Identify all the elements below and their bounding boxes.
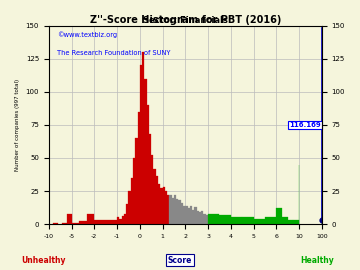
Bar bbox=[131, 178, 133, 224]
Bar bbox=[169, 195, 172, 224]
Bar bbox=[201, 211, 203, 224]
Bar bbox=[67, 214, 72, 224]
Bar bbox=[288, 220, 293, 224]
Bar bbox=[153, 168, 156, 224]
Text: Sector: Financials: Sector: Financials bbox=[143, 16, 228, 25]
Bar bbox=[188, 208, 190, 224]
Bar bbox=[142, 52, 144, 224]
Bar bbox=[167, 195, 169, 224]
Bar bbox=[282, 217, 288, 224]
Bar bbox=[138, 112, 140, 224]
Bar bbox=[133, 158, 135, 224]
Bar bbox=[194, 207, 197, 224]
Bar bbox=[197, 211, 199, 224]
Bar bbox=[117, 217, 119, 224]
Bar bbox=[183, 205, 185, 224]
Bar bbox=[276, 208, 282, 224]
Bar bbox=[122, 216, 124, 224]
Bar bbox=[231, 217, 242, 224]
Bar bbox=[192, 210, 194, 224]
Bar bbox=[190, 205, 192, 224]
Bar bbox=[126, 204, 129, 224]
Bar bbox=[135, 138, 138, 224]
Bar bbox=[87, 214, 94, 224]
Bar bbox=[172, 198, 174, 224]
Bar bbox=[158, 184, 160, 224]
Bar bbox=[208, 214, 219, 224]
Bar bbox=[140, 65, 142, 224]
Text: The Research Foundation of SUNY: The Research Foundation of SUNY bbox=[57, 50, 171, 56]
Bar bbox=[162, 187, 165, 224]
Bar bbox=[185, 205, 188, 224]
Bar bbox=[219, 215, 231, 224]
Bar bbox=[176, 199, 179, 224]
Text: Unhealthy: Unhealthy bbox=[21, 256, 66, 265]
Bar bbox=[151, 155, 153, 224]
Bar bbox=[144, 79, 147, 224]
Y-axis label: Number of companies (997 total): Number of companies (997 total) bbox=[15, 79, 20, 171]
Bar bbox=[147, 105, 149, 224]
Bar bbox=[72, 223, 79, 224]
Bar bbox=[129, 191, 131, 224]
Bar bbox=[253, 219, 265, 224]
Text: Healthy: Healthy bbox=[300, 256, 334, 265]
Bar bbox=[199, 212, 201, 224]
Bar bbox=[181, 203, 183, 224]
Bar bbox=[62, 223, 67, 224]
Text: ©www.textbiz.org: ©www.textbiz.org bbox=[57, 32, 117, 38]
Bar bbox=[119, 219, 122, 224]
Bar bbox=[203, 214, 206, 224]
Bar bbox=[149, 134, 151, 224]
Bar bbox=[53, 223, 58, 224]
Title: Z''-Score Histogram for PBT (2016): Z''-Score Histogram for PBT (2016) bbox=[90, 15, 281, 25]
Bar bbox=[265, 217, 276, 224]
Text: 116.169: 116.169 bbox=[289, 122, 321, 128]
Bar bbox=[174, 195, 176, 224]
Bar bbox=[79, 221, 87, 224]
Bar bbox=[160, 188, 162, 224]
Bar bbox=[206, 215, 208, 224]
Bar bbox=[242, 217, 253, 224]
Bar bbox=[94, 220, 117, 224]
Bar bbox=[156, 177, 158, 224]
Text: Score: Score bbox=[168, 256, 192, 265]
Bar bbox=[179, 200, 181, 224]
Bar bbox=[124, 214, 126, 224]
Bar bbox=[293, 220, 299, 224]
Bar bbox=[165, 191, 167, 224]
